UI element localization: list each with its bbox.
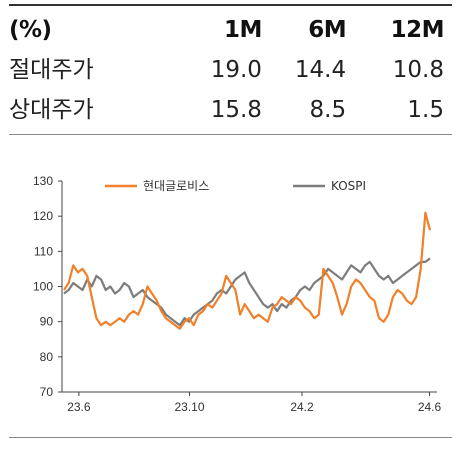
y-tick-label: 100: [33, 280, 53, 294]
y-tick-label: 120: [33, 209, 53, 223]
table-cell: 19.0: [210, 57, 262, 83]
table-row-relative: 상대주가 15.8 8.5 1.5: [9, 90, 452, 130]
stock-price-chart: 130 120 110 100 90 80 70 23.6 23.10 24.2 24.6 현대글로비…: [33, 174, 442, 414]
bottom-rule: [9, 437, 452, 438]
header-1m: 1M: [224, 17, 262, 43]
y-tick-label: 80: [40, 350, 54, 364]
top-rule: [9, 4, 452, 6]
x-tick-label: 23.6: [67, 400, 91, 414]
y-tick-label: 90: [40, 315, 54, 329]
header-unit: (%): [9, 17, 52, 43]
series-line-stock: [63, 211, 432, 330]
x-tick-label: 24.6: [418, 400, 442, 414]
table-cell: 10.8: [392, 57, 444, 83]
x-tick-label: 23.10: [174, 400, 204, 414]
table-row-absolute: 절대주가 19.0 14.4 10.8: [9, 50, 452, 90]
table-header-row: (%) 1M 6M 12M: [9, 10, 452, 50]
legend-stock-label: 현대글로비스: [143, 179, 209, 193]
row-label: 절대주가: [9, 57, 94, 83]
y-tick-label: 130: [33, 174, 53, 188]
x-tick-label: 24.2: [290, 400, 314, 414]
series-line-kospi: [63, 257, 431, 327]
table-cell: 8.5: [309, 97, 347, 123]
table-cell: 15.8: [210, 97, 262, 123]
row-label: 상대주가: [9, 97, 94, 123]
table-cell: 1.5: [407, 97, 444, 123]
header-6m: 6M: [308, 17, 347, 43]
performance-table: (%) 1M 6M 12M 절대주가 19.0 14.4 10.8 상대주가 1…: [9, 10, 452, 130]
middle-rule: [9, 134, 452, 135]
y-tick-label: 110: [34, 244, 53, 258]
y-tick-label: 70: [40, 385, 54, 399]
header-12m: 12M: [390, 17, 445, 43]
table-cell: 14.4: [294, 57, 347, 83]
legend-kospi-label: KOSPI: [331, 179, 366, 193]
